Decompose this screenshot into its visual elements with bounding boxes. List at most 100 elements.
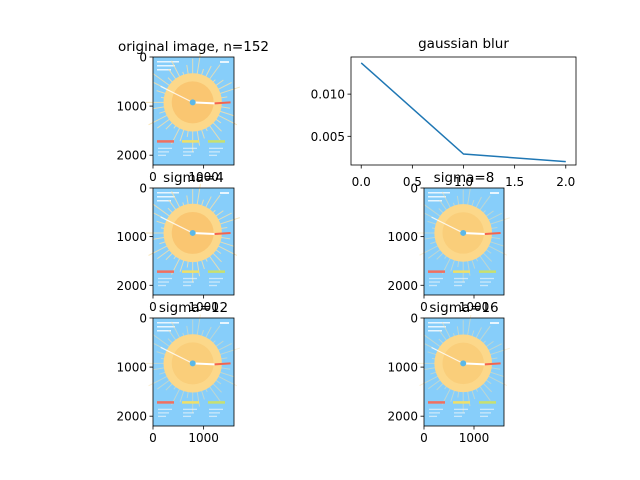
poster-logo (220, 61, 229, 63)
poster-header-line (157, 192, 179, 194)
legend-text-line (454, 277, 468, 280)
poster-logo (220, 322, 229, 324)
legend-text-line (183, 147, 197, 150)
panel-title: sigma=8 (434, 170, 495, 186)
legend-text-line (429, 281, 440, 283)
legend-text-line (209, 151, 220, 153)
poster-logo (490, 192, 499, 194)
image-panel-2: sigma=4 0 1000 0 1000 2000 (116, 170, 240, 314)
panel-title: original image, n=152 (118, 39, 269, 55)
panel-title: sigma=4 (163, 170, 224, 186)
pointer-line (160, 216, 193, 234)
y-tick-label: 0 (410, 312, 418, 326)
legend-text-line (209, 147, 223, 150)
legend-text-line (454, 408, 468, 411)
legend-text-line (209, 281, 220, 283)
y-tick-label: 2000 (116, 149, 147, 163)
legend-text-line (429, 284, 437, 287)
y-tick-label: 0 (139, 312, 147, 326)
legend-text-line (158, 281, 169, 283)
x-tick-label: 0 (420, 431, 428, 445)
y-tick-label: 2000 (116, 410, 147, 424)
legend-swatch (182, 401, 199, 404)
white-arrow (463, 362, 485, 366)
legend-text-line (183, 412, 194, 414)
legend-text-line (209, 408, 223, 411)
legend-text-line (158, 284, 166, 287)
poster-header-line (428, 330, 442, 332)
poster-logo (220, 192, 229, 194)
panel-title: gaussian blur (418, 36, 509, 52)
legend-text-line (183, 151, 194, 153)
poster-header-line (157, 330, 171, 332)
y-tick-label: 2000 (116, 279, 147, 293)
legend-text-line (429, 412, 440, 414)
white-arrow (192, 362, 215, 366)
poster-header-line (428, 326, 446, 328)
y-tick-label: 1000 (116, 230, 147, 244)
pointer-line (431, 216, 464, 234)
poster-header-line (428, 192, 450, 194)
red-arrow (484, 362, 501, 366)
legend-text-line (429, 415, 437, 418)
red-arrow (484, 231, 501, 235)
poster-header-line (157, 326, 175, 328)
x-tick-label: 0.5 (403, 175, 422, 189)
legend-text-line (480, 284, 488, 287)
legend-text-line (158, 415, 166, 418)
legend-text-line (183, 154, 191, 157)
legend-swatch (157, 270, 174, 273)
y-tick-label: 1000 (387, 361, 418, 375)
y-tick-label: 0.010 (311, 88, 345, 102)
legend-text-line (480, 415, 488, 418)
x-tick-label: 0 (149, 431, 157, 445)
white-arrow (463, 231, 485, 235)
poster-header-line (428, 322, 450, 324)
poster-header-line (157, 61, 179, 63)
poster-header-line (157, 196, 175, 198)
x-tick-label: 1000 (459, 300, 490, 314)
legend-swatch (479, 270, 496, 273)
legend-text-line (183, 415, 191, 418)
axes-frame (423, 317, 505, 427)
y-tick-label: 0 (139, 182, 147, 196)
pointer-line (431, 346, 464, 364)
legend-swatch (182, 140, 199, 143)
legend-swatch (182, 270, 199, 273)
y-tick-label: 0.005 (311, 130, 345, 144)
x-tick-label: 0 (149, 300, 157, 314)
x-tick-label: 1000 (459, 431, 490, 445)
x-tick-label: 1.5 (505, 175, 524, 189)
x-tick-label: 0.0 (352, 175, 371, 189)
line-chart-panel: gaussian blur 0.0 0.5 1.0 1.5 2.0 0.005 0.010 (311, 36, 577, 189)
legend-text-line (454, 281, 465, 283)
legend-swatch (453, 401, 470, 404)
x-tick-label: 1000 (188, 431, 219, 445)
poster-header-line (157, 322, 179, 324)
poster-header-line (157, 65, 175, 67)
legend-text-line (183, 284, 191, 287)
legend-text-line (158, 147, 172, 150)
legend-text-line (209, 154, 217, 157)
legend-swatch (428, 270, 445, 273)
y-tick-label: 1000 (116, 361, 147, 375)
legend-text-line (209, 412, 220, 414)
x-tick-label: 1.0 (454, 175, 473, 189)
legend-swatch (428, 401, 445, 404)
poster-header-line (157, 69, 171, 71)
sun-center (460, 229, 467, 236)
legend-text-line (158, 412, 169, 414)
axes-frame (152, 317, 235, 427)
sun-center (189, 99, 196, 106)
sun-center (460, 360, 467, 367)
legend-swatch (208, 401, 225, 404)
plot-background (351, 57, 576, 165)
panel-title: sigma=12 (159, 300, 228, 316)
x-tick-label: 0 (149, 170, 157, 184)
x-tick-label: 2.0 (556, 175, 575, 189)
axes-frame (152, 187, 235, 296)
